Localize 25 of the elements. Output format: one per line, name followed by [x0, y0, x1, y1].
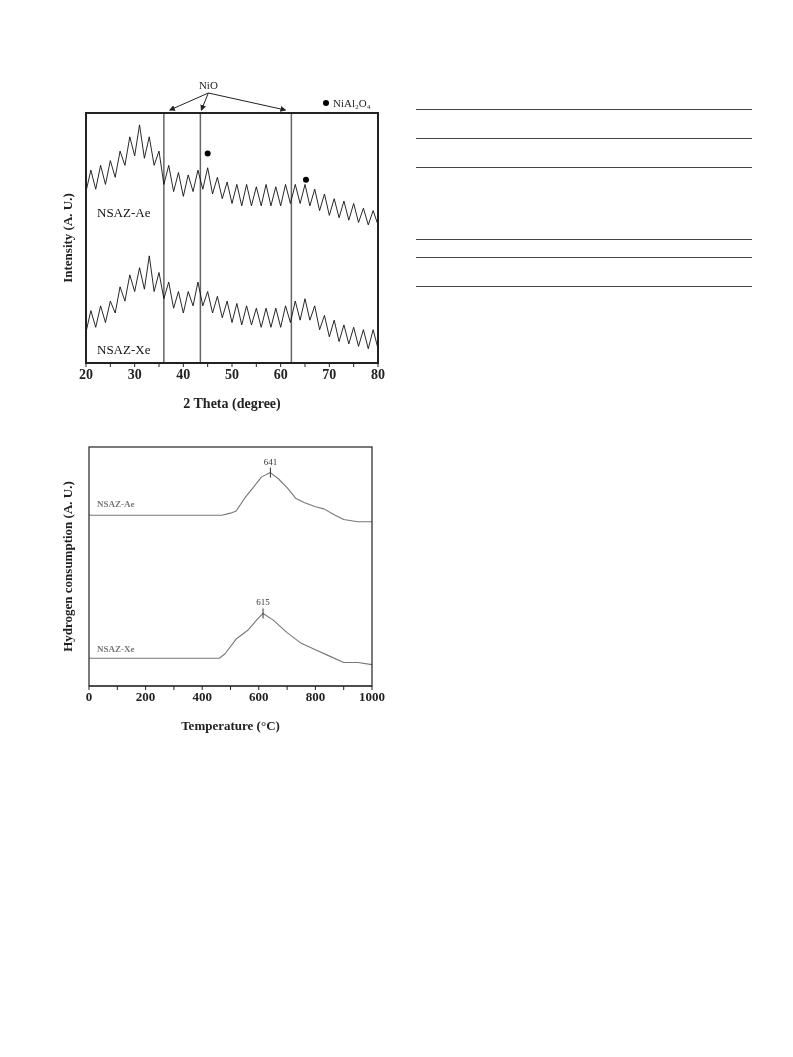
series-label: NSAZ-Ae [97, 499, 135, 509]
series-label: NSAZ-Ae [97, 205, 151, 220]
x-tick-label: 400 [192, 689, 212, 705]
annotation: 641 [263, 456, 278, 467]
series-label: NSAZ-Xe [97, 342, 151, 357]
x-tick-label: 200 [135, 689, 156, 705]
x-tick-label: 0 [85, 689, 93, 705]
x-tick-label: 40 [176, 366, 191, 382]
x-tick-label: 70 [322, 366, 337, 382]
annotation: 615 [256, 597, 271, 608]
x-tick-label: 60 [273, 366, 288, 382]
x-axis-title: 2 Theta (degree) [183, 396, 282, 412]
x-tick-label: 20 [79, 366, 93, 382]
x-axis-title: Temperature (°C) [181, 718, 280, 733]
y-axis-title: Hydrogen consumption (A. U.) [60, 481, 75, 652]
x-tick-label: 600 [249, 689, 269, 705]
legend-label: NiAl₂O₄ [333, 97, 371, 109]
series-label: NSAZ-Xe [97, 644, 135, 654]
x-tick-label: 50 [225, 366, 239, 382]
x-tick-label: 80 [371, 366, 385, 382]
x-tick-label: 30 [127, 366, 142, 382]
x-tick-label: 800 [305, 689, 326, 705]
x-tick-label: 1000 [359, 689, 385, 705]
text: NiO [198, 79, 218, 91]
y-axis-title: Intensity (A. U.) [60, 193, 75, 283]
